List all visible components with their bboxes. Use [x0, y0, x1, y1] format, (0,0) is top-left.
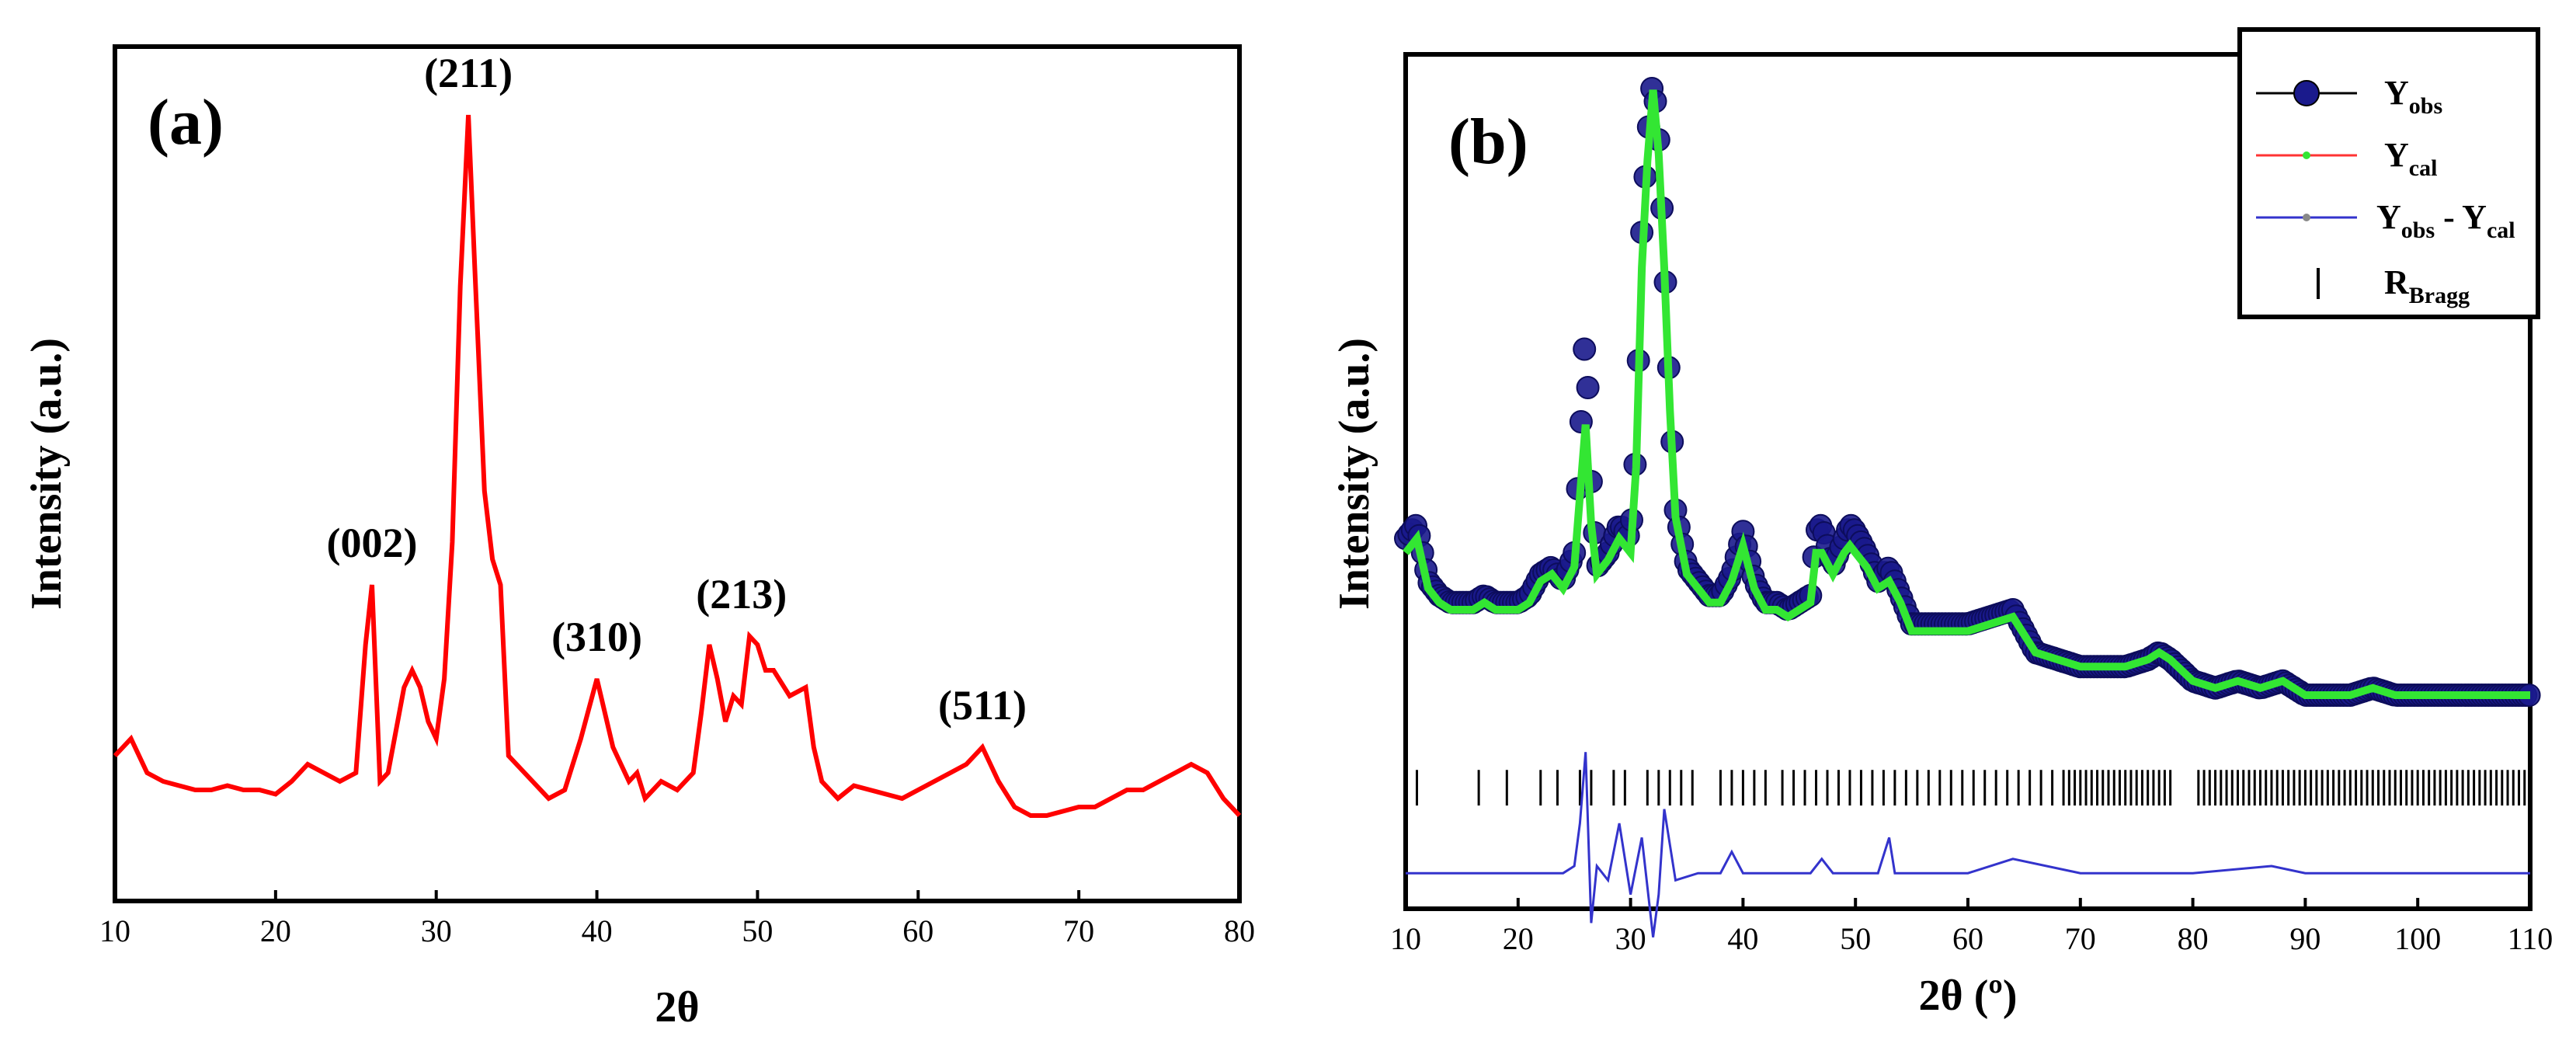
panel-a-chart: (a) 10 20 30 40 50 60 70 80 (002) (211) (310) (213…	[23, 44, 1255, 1031]
panel-a-peak-label: (511)	[938, 682, 1027, 729]
panel-b-x-tick-label: 70	[2065, 921, 2096, 956]
panel-a-x-tick-label: 50	[742, 913, 773, 948]
panel-a-x-tick-label: 10	[99, 913, 130, 948]
panel-a-peak-label: (310)	[551, 614, 642, 660]
panel-a-series-line	[113, 114, 1242, 818]
panel-b-calculated-line	[1403, 89, 2530, 699]
panel-b-legend: Yobs Ycal Yobs - Ycal RBragg	[2237, 27, 2540, 319]
panel-a-x-axis-title: 2θ	[655, 983, 699, 1031]
legend-entry-yobs: Yobs	[2256, 74, 2442, 119]
legend-diff-marker	[2303, 214, 2310, 221]
panel-a-peak-label: (002)	[326, 520, 417, 566]
legend-yobs-label: Yobs	[2384, 74, 2442, 119]
panel-b-x-tick-label: 20	[1503, 921, 1534, 956]
legend-ycal-label: Ycal	[2384, 136, 2437, 181]
panel-b-x-ticks: 10 20 30 40 50 60 70 80 90 100 110	[1390, 898, 2553, 956]
legend-entry-difference: Yobs - Ycal	[2256, 198, 2515, 243]
legend-entry-ycal: Ycal	[2256, 136, 2437, 181]
panel-b-x-tick-label: 60	[1952, 921, 1983, 956]
panel-b-x-tick-label: 50	[1840, 921, 1871, 956]
panel-b-difference-line	[1406, 752, 2530, 938]
panel-a-label: (a)	[148, 86, 224, 158]
panel-a-plot-frame	[113, 44, 1242, 903]
legend-box	[2237, 27, 2540, 319]
panel-b-y-axis-title: Intensity (a.u.)	[1330, 338, 1378, 610]
observed-point	[1576, 376, 1600, 399]
panel-b-x-tick-label: 90	[2289, 921, 2320, 956]
panel-b-label: (b)	[1448, 106, 1528, 178]
panel-a-peak-label: (211)	[424, 50, 513, 96]
panel-b-x-tick-label: 10	[1390, 921, 1421, 956]
panel-b-x-tick-label: 40	[1727, 921, 1758, 956]
legend-entry-rbragg: RBragg	[2317, 263, 2470, 308]
panel-b-x-tick-label: 30	[1615, 921, 1646, 956]
panel-a-peak-label: (213)	[696, 571, 787, 617]
legend-yobs-marker	[2293, 80, 2320, 106]
panel-a-x-ticks: 10 20 30 40 50 60 70 80	[99, 890, 1255, 948]
panel-b-chart: (b) 10 20 30 40 50 60 70 80 90 100 110 2θ (º) Inte…	[1330, 27, 2553, 1020]
panel-b-x-axis-title: 2θ (º)	[1918, 972, 2017, 1020]
panel-a-x-tick-label: 30	[421, 913, 452, 948]
panel-a-x-tick-label: 70	[1063, 913, 1094, 948]
panel-b-x-tick-label: 100	[2394, 921, 2441, 956]
panel-a-x-tick-label: 60	[902, 913, 933, 948]
panel-b-x-tick-label: 80	[2178, 921, 2209, 956]
panel-a-x-tick-label: 40	[582, 913, 613, 948]
panel-b-bragg-ticks	[1415, 770, 2526, 806]
legend-rbragg-label: RBragg	[2384, 263, 2470, 308]
observed-point	[1573, 337, 1597, 361]
legend-diff-label: Yobs - Ycal	[2376, 198, 2515, 243]
panel-a-x-tick-label: 80	[1224, 913, 1255, 948]
panel-b-x-tick-label: 110	[2508, 921, 2553, 956]
legend-ycal-marker	[2303, 151, 2310, 159]
panel-a-peak-annotations: (002) (211) (310) (213) (511)	[326, 50, 1027, 729]
panel-a-y-axis-title: Intensity (a.u.)	[23, 338, 71, 610]
panel-a-x-tick-label: 20	[260, 913, 291, 948]
